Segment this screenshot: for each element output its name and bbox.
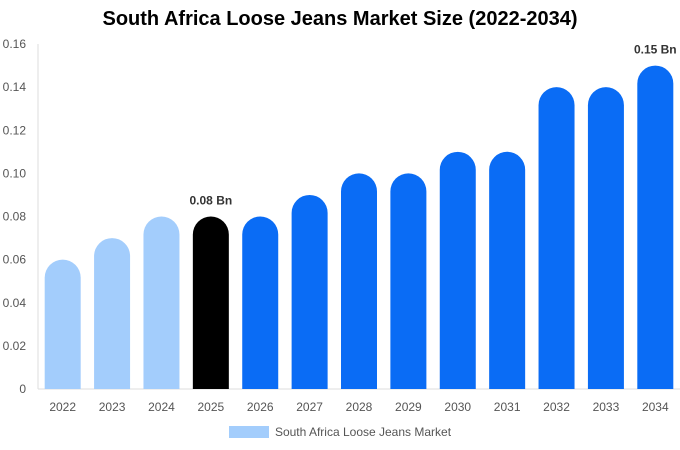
bar-2032 <box>538 87 575 389</box>
chart-labels: 2022 2023 2024 2025 0.08 Bn 2026 2027 2028 2029 2… <box>49 43 676 414</box>
y-tick-label: 0.04 <box>3 296 27 310</box>
bar-2022 <box>44 259 81 389</box>
bar-2029 <box>390 173 427 389</box>
bar-2031 <box>489 151 526 389</box>
chart-bars <box>44 65 674 389</box>
x-tick-label: 2028 <box>346 400 373 414</box>
data-label-2034: 0.15 Bn <box>634 43 677 57</box>
x-tick-label: 2034 <box>642 400 669 414</box>
legend-label: South Africa Loose Jeans Market <box>274 425 452 439</box>
x-tick-label: 2023 <box>99 400 126 414</box>
bar-2026 <box>242 216 279 389</box>
legend: South Africa Loose Jeans Market <box>0 425 680 439</box>
x-tick-label: 2022 <box>49 400 76 414</box>
x-tick-label: 2031 <box>494 400 521 414</box>
x-tick-label: 2032 <box>543 400 570 414</box>
y-tick-label: 0 <box>19 382 26 396</box>
chart-title: South Africa Loose Jeans Market Size (20… <box>102 8 578 30</box>
x-tick-label: 2030 <box>444 400 471 414</box>
bar-2030 <box>439 151 476 389</box>
bar-2033 <box>587 87 624 389</box>
x-tick-label: 2026 <box>247 400 274 414</box>
x-tick-label: 2029 <box>395 400 422 414</box>
x-tick-label: 2027 <box>296 400 323 414</box>
bar-2027 <box>291 194 328 389</box>
bar-2028 <box>341 173 377 389</box>
bar-2034 <box>637 65 674 389</box>
y-tick-label: 0.02 <box>3 339 27 353</box>
legend-swatch <box>228 426 269 438</box>
y-tick-label: 0.12 <box>3 123 27 137</box>
bar-2024 <box>143 216 180 389</box>
y-tick-label: 0.06 <box>3 253 27 267</box>
x-tick-label: 2024 <box>148 400 175 414</box>
x-tick-label: 2033 <box>593 400 620 414</box>
y-tick-label: 0.08 <box>3 210 27 224</box>
bar-2023 <box>94 238 131 389</box>
y-tick-label: 0.14 <box>3 80 27 94</box>
y-tick-label: 0.16 <box>3 37 27 51</box>
bar-2025 <box>192 216 229 389</box>
y-tick-label: 0.10 <box>3 166 27 180</box>
x-tick-label: 2025 <box>197 400 224 414</box>
data-label-2025: 0.08 Bn <box>190 194 233 208</box>
